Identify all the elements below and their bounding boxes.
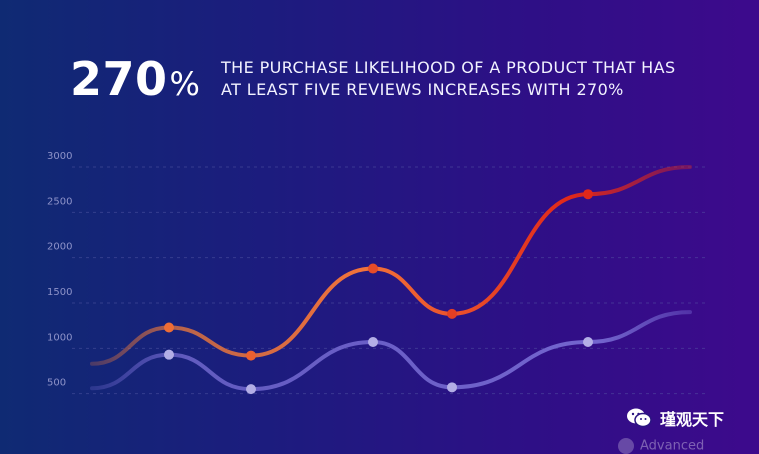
data-point-orange <box>447 308 457 319</box>
data-point-purple <box>583 336 593 347</box>
wechat-watermark: 瑾观天下 <box>626 406 724 430</box>
y-tick-label: 1000 <box>47 332 72 343</box>
data-point-purple <box>447 382 457 393</box>
data-point-orange <box>583 189 593 200</box>
data-point-purple <box>246 384 256 395</box>
data-point-purple <box>164 349 174 360</box>
y-tick-label: 500 <box>47 378 66 389</box>
y-tick-label: 1500 <box>47 287 72 298</box>
data-point-orange <box>246 350 256 361</box>
y-tick-label: 2500 <box>47 196 72 207</box>
headline-stat: 270 % <box>70 52 200 106</box>
data-point-orange <box>164 322 174 333</box>
y-tick-label: 3000 <box>47 151 72 162</box>
data-point-purple <box>368 336 378 347</box>
data-point-orange <box>368 263 378 274</box>
chart-subtitle: THE PURCHASE LIKELIHOOD OF A PRODUCT THA… <box>221 57 701 101</box>
subtitle-line-1: THE PURCHASE LIKELIHOOD OF A PRODUCT THA… <box>221 58 676 77</box>
y-tick-label: 2000 <box>47 242 72 253</box>
series-line-purple <box>90 310 692 392</box>
stat-unit: % <box>169 65 200 103</box>
wechat-icon <box>627 408 652 428</box>
stat-value: 270 <box>70 52 168 106</box>
wechat-account-name: 瑾观天下 <box>660 410 725 429</box>
ghost-text: Advanced <box>640 438 705 454</box>
subtitle-line-2: AT LEAST FIVE REVIEWS INCREASES WITH 270… <box>221 80 624 99</box>
ghost-watermark: Advanced <box>618 438 738 454</box>
ghost-logo-icon <box>618 438 634 454</box>
series-line-orange <box>90 165 692 366</box>
